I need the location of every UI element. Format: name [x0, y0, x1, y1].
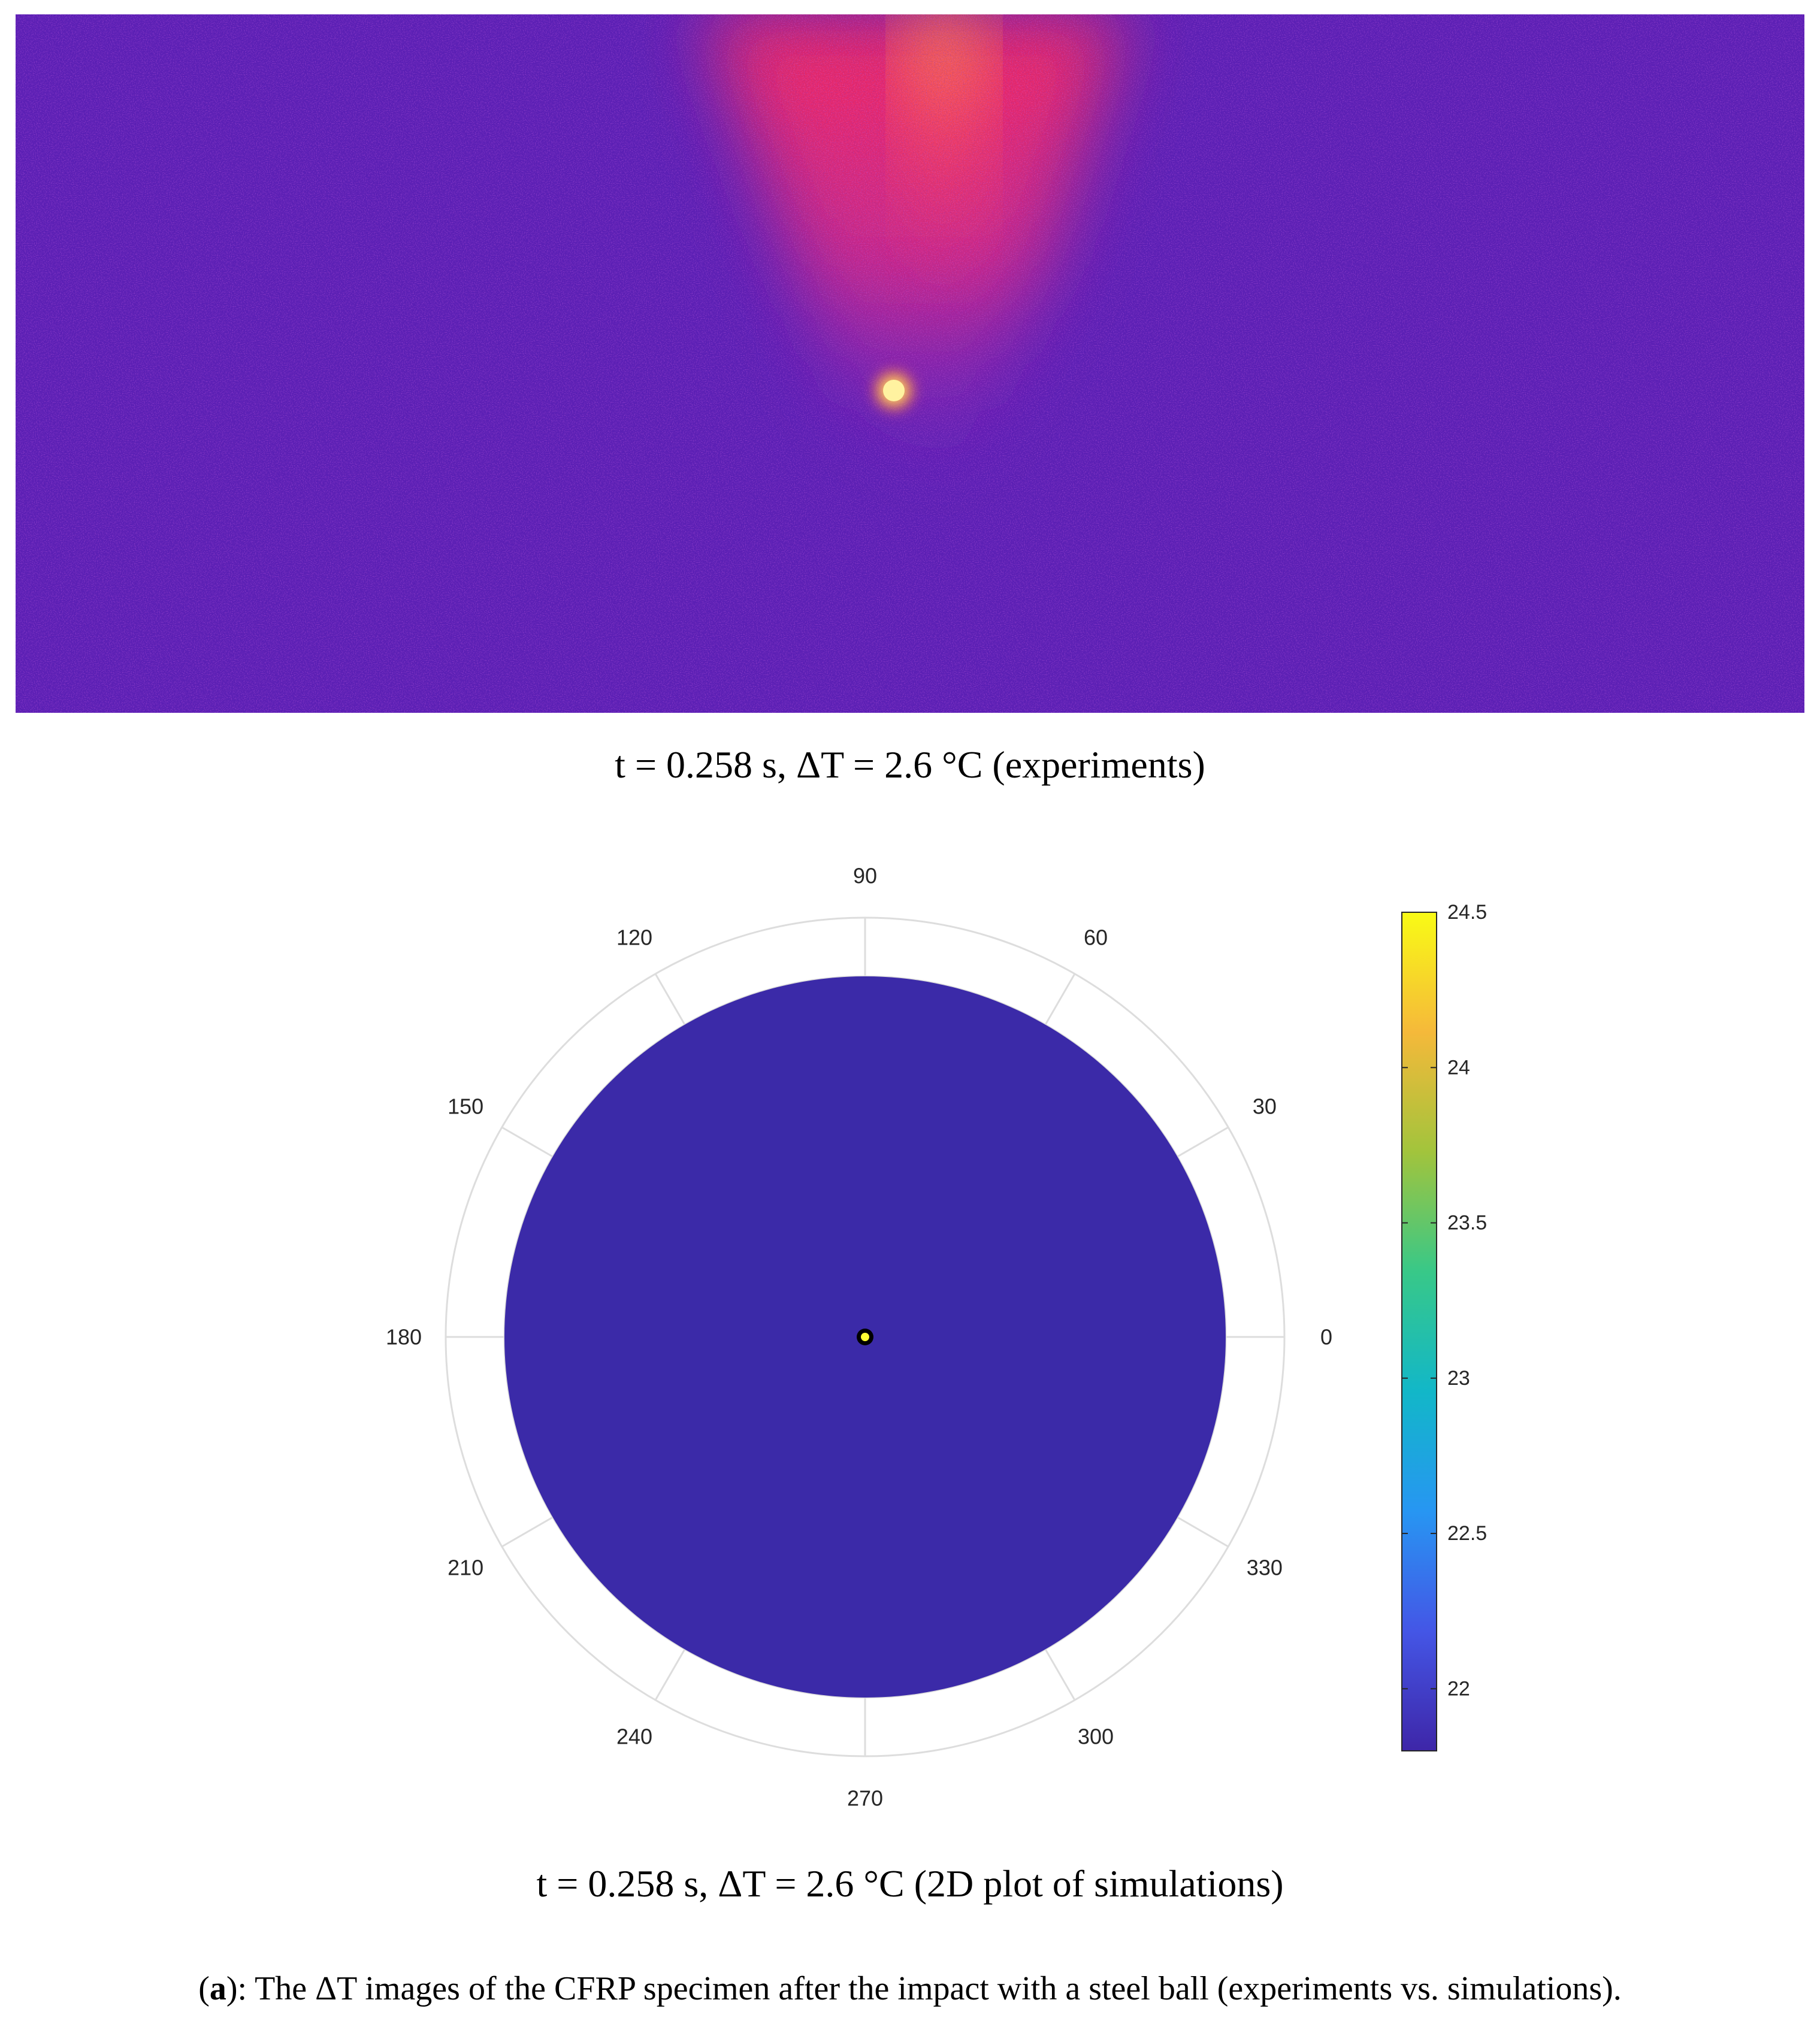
colorbar-label-22: 22: [1447, 1677, 1470, 1700]
figure-caption: (a): The ΔT images of the CFRP specimen …: [0, 1965, 1820, 2013]
theta-label-30: 30: [1253, 1094, 1277, 1119]
experiment-caption: t = 0.258 s, ΔT = 2.6 °C (experiments): [615, 743, 1205, 786]
colorbar: 22 22.5 23 23.5 24 24.5: [1401, 901, 1487, 1751]
figure-caption-label: a: [209, 1970, 226, 2007]
colorbar-bar: [1401, 912, 1437, 1751]
theta-label-120: 120: [616, 925, 652, 950]
thermal-hotspot: [883, 380, 905, 401]
theta-label-210: 210: [448, 1556, 483, 1580]
hotspot-dot: [861, 1333, 869, 1341]
hotspot-marker: [857, 1329, 873, 1345]
colorbar-label-23.5: 23.5: [1447, 1212, 1487, 1235]
theta-label-330: 330: [1247, 1556, 1283, 1580]
theta-label-90: 90: [853, 864, 877, 888]
figure-caption-text: The ΔT images of the CFRP specimen after…: [247, 1970, 1622, 2007]
theta-label-60: 60: [1084, 925, 1108, 950]
simulation-caption: t = 0.258 s, ΔT = 2.6 °C (2D plot of sim…: [536, 1862, 1284, 1905]
theta-label-0: 0: [1320, 1325, 1332, 1350]
theta-tick-labels: 0 30 60 90 120 150 180 210 240 270 300 330: [386, 864, 1332, 1811]
simulation-polar-plot: 0 30 60 90 120 150 180 210 240 270 300 330 22 22.5 23…: [386, 864, 1487, 1811]
theta-label-300: 300: [1078, 1724, 1114, 1748]
experiment-thermal-image: [16, 14, 1804, 713]
theta-label-240: 240: [616, 1724, 652, 1748]
figure-caption-close: ):: [226, 1970, 247, 2007]
colorbar-label-24: 24: [1447, 1056, 1470, 1079]
colorbar-label-22.5: 22.5: [1447, 1522, 1487, 1545]
colorbar-label-23: 23: [1447, 1367, 1470, 1390]
theta-label-180: 180: [386, 1325, 422, 1350]
figure-caption-open: (: [198, 1970, 210, 2007]
colorbar-label-24.5: 24.5: [1447, 901, 1487, 924]
theta-label-270: 270: [847, 1786, 883, 1811]
theta-label-150: 150: [448, 1094, 483, 1119]
